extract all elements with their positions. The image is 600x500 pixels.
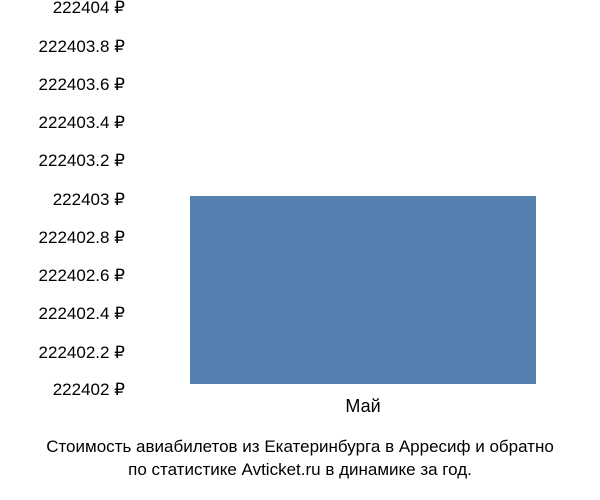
chart-caption: Стоимость авиабилетов из Екатеринбурга в…	[0, 436, 600, 482]
y-tick-label: 222404 ₽	[53, 0, 125, 18]
chart-bar	[190, 196, 537, 384]
x-axis: Май	[135, 394, 591, 424]
y-tick-label: 222403 ₽	[53, 190, 125, 210]
caption-line: Стоимость авиабилетов из Екатеринбурга в…	[46, 437, 554, 456]
y-tick-label: 222403.2 ₽	[39, 151, 125, 171]
x-tick-label: Май	[345, 396, 380, 417]
y-tick-label: 222403.8 ₽	[39, 37, 125, 57]
y-tick-label: 222402.8 ₽	[39, 228, 125, 248]
y-tick-label: 222402.4 ₽	[39, 304, 125, 324]
plot-area	[135, 8, 591, 384]
y-tick-label: 222402 ₽	[53, 380, 125, 400]
y-axis: 222404 ₽ 222403.8 ₽ 222403.6 ₽ 222403.4 …	[0, 0, 130, 390]
caption-line: по статистике Avticket.ru в динамике за …	[128, 460, 472, 479]
y-tick-label: 222402.6 ₽	[39, 266, 125, 286]
y-tick-label: 222403.4 ₽	[39, 113, 125, 133]
price-chart: 222404 ₽ 222403.8 ₽ 222403.6 ₽ 222403.4 …	[0, 0, 600, 500]
y-tick-label: 222403.6 ₽	[39, 75, 125, 95]
y-tick-label: 222402.2 ₽	[39, 343, 125, 363]
